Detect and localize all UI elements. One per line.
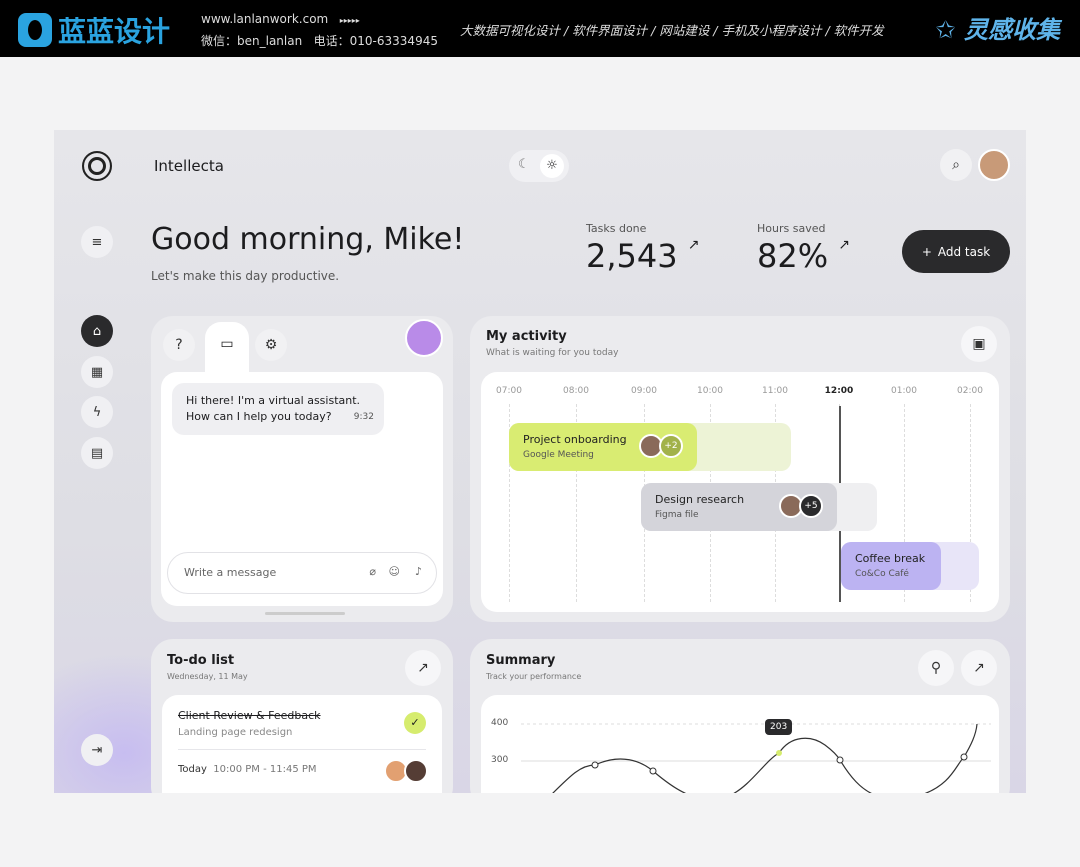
chat-panel: ? ▭ ⚙ Hi there! I'm a virtual assistant.… — [151, 316, 453, 622]
time-tick: 01:00 — [891, 386, 917, 396]
grid-line — [509, 404, 510, 602]
summary-chart: 400 300 203 — [481, 695, 999, 793]
time-tick: 07:00 — [496, 386, 522, 396]
theme-toggle[interactable]: ☾ ☼ — [509, 150, 569, 182]
y-tick-400: 400 — [491, 718, 509, 728]
summary-open-button[interactable]: ↗ — [961, 650, 997, 686]
help-tab[interactable]: ? — [163, 329, 195, 361]
sidebar-grid[interactable]: ▦ — [81, 356, 113, 388]
filter-button[interactable]: ⚲ — [918, 650, 954, 686]
add-task-button[interactable]: + Add task — [902, 230, 1010, 273]
stat-hours: Hours saved 82% ↗ — [757, 222, 851, 275]
event-block[interactable]: Project onboarding Google Meeting +2 — [509, 423, 697, 471]
event-block[interactable]: Design research Figma file +5 — [641, 483, 837, 531]
chart-tooltip: 203 — [765, 719, 793, 735]
activity-panel: My activity What is waiting for you toda… — [470, 316, 1010, 622]
data-point — [591, 761, 599, 769]
banner-logo: 蓝蓝设计 — [18, 10, 170, 50]
assignee-avatar — [404, 759, 428, 783]
more-attendees: +2 — [659, 434, 683, 458]
plus-icon: + — [921, 244, 932, 259]
assistant-message: Hi there! I'm a virtual assistant. How c… — [172, 383, 384, 435]
todo-item[interactable]: Client Review & Feedback Landing page re… — [162, 695, 442, 793]
data-point — [649, 767, 657, 775]
app-name: Intellecta — [154, 157, 224, 175]
data-point — [960, 753, 968, 761]
more-attendees: +5 — [799, 494, 823, 518]
app-window: Intellecta ☾ ☼ ⌕ ≡ ⌂ ▦ ϟ ▤ ⇥ Good mornin… — [54, 130, 1026, 793]
grid-line — [904, 404, 905, 602]
menu-button[interactable]: ≡ — [81, 226, 113, 258]
attach-icon[interactable]: ⌀ — [369, 565, 376, 578]
home-indicator — [265, 612, 345, 615]
calendar-button[interactable]: ▣ — [961, 326, 997, 362]
sidebar-notes[interactable]: ▤ — [81, 437, 113, 469]
banner-contact: www.lanlanwork.com ▸▸▸▸▸ 微信：ben_lanlan 电… — [201, 12, 438, 48]
time-tick: 09:00 — [631, 386, 657, 396]
assistant-avatar — [405, 319, 443, 357]
logout-button[interactable]: ⇥ — [81, 734, 113, 766]
summary-line — [521, 723, 991, 793]
event-block[interactable]: Coffee break Co&Co Café — [841, 542, 941, 590]
sidebar-home[interactable]: ⌂ — [81, 315, 113, 347]
summary-panel: Summary Track your performance ⚲ ↗ 400 3… — [470, 639, 1010, 793]
emoji-icon[interactable]: ☺ — [388, 565, 400, 578]
user-avatar[interactable] — [978, 149, 1010, 181]
app-logo-icon — [82, 151, 112, 181]
todo-panel: To-do list Wednesday, 11 May ↗ Client Re… — [151, 639, 453, 793]
time-tick: 11:00 — [762, 386, 788, 396]
chat-tab[interactable]: ▭ — [205, 322, 249, 378]
data-point — [836, 756, 844, 764]
divider — [178, 749, 426, 750]
sun-icon[interactable]: ☼ — [540, 154, 564, 178]
greeting-title: Good morning, Mike! — [151, 222, 465, 257]
message-input[interactable]: Write a message ⌀ ☺ ♪ — [167, 552, 437, 594]
done-check-icon[interactable]: ✓ — [404, 712, 426, 734]
time-tick: 08:00 — [563, 386, 589, 396]
y-tick-300: 300 — [491, 755, 509, 765]
todo-open-button[interactable]: ↗ — [405, 650, 441, 686]
chat-body: Hi there! I'm a virtual assistant. How c… — [161, 372, 443, 606]
banner-brand2: ✩ 灵感收集 — [935, 16, 1060, 44]
search-button[interactable]: ⌕ — [940, 149, 972, 181]
time-tick: 12:00 — [824, 386, 854, 396]
time-tick: 10:00 — [697, 386, 723, 396]
greeting-subtitle: Let's make this day productive. — [151, 269, 340, 283]
logo-icon — [18, 13, 52, 47]
moon-icon[interactable]: ☾ — [518, 157, 530, 172]
banner: 蓝蓝设计 www.lanlanwork.com ▸▸▸▸▸ 微信：ben_lan… — [0, 0, 1080, 57]
time-tick: 02:00 — [957, 386, 983, 396]
timeline: 07:00 08:00 09:00 10:00 11:00 12:00 01:00 02:00… — [481, 372, 999, 612]
sidebar-bolt[interactable]: ϟ — [81, 396, 113, 428]
mic-icon[interactable]: ♪ — [414, 565, 422, 578]
stat-tasks: Tasks done 2,543 ↗ — [586, 222, 700, 275]
grid-line — [970, 404, 971, 602]
grid-line — [576, 404, 577, 602]
data-point-active — [776, 750, 782, 756]
settings-tab[interactable]: ⚙ — [255, 329, 287, 361]
banner-services: 大数据可视化设计 / 软件界面设计 / 网站建设 / 手机及小程序设计 / 软件… — [460, 23, 884, 38]
